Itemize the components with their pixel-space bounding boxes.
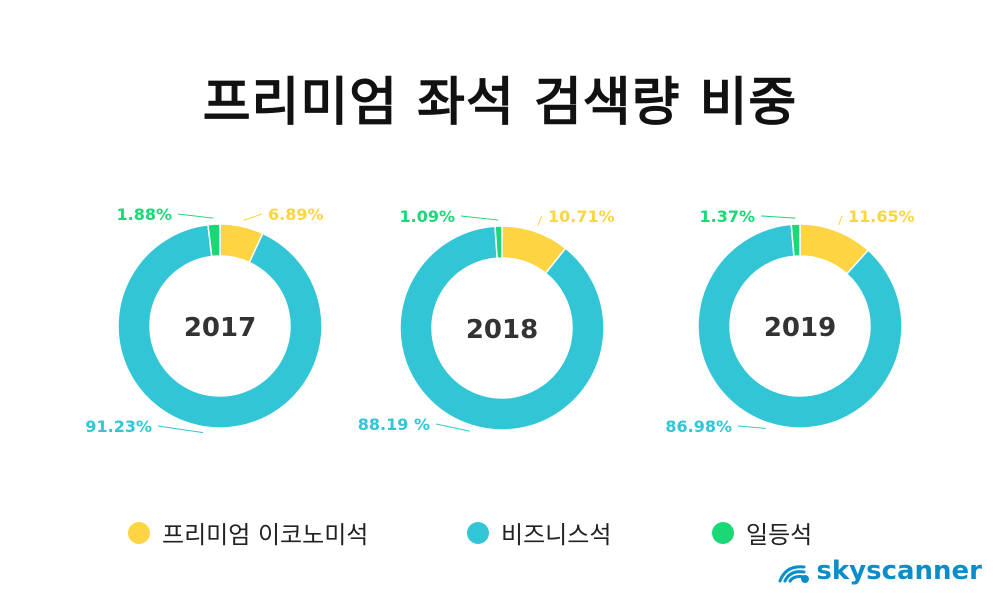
chart-title: 프리미엄 좌석 검색량 비중 [202, 73, 798, 133]
slice-label-2019-2: 1.37% [699, 207, 755, 226]
leader-line-2018-2 [460, 215, 499, 221]
legend-swatch-business [467, 521, 489, 544]
slice-label-2017-0: 6.89% [268, 205, 324, 224]
legend-item-premium-economy: 프리미엄 이코노미석 [128, 515, 368, 550]
brand-name: skyscanner [816, 556, 982, 586]
center-label-2018: 2018 [466, 315, 538, 345]
slice-2018-2 [494, 225, 503, 259]
leader-line-2019-1 [737, 425, 766, 429]
leader-line-2019-2 [760, 215, 796, 219]
leader-line-2018-0 [537, 215, 543, 227]
slice-2017-2 [207, 223, 221, 258]
slice-label-2017-1: 91.23% [85, 417, 152, 436]
center-label-2019: 2019 [764, 313, 836, 343]
leader-line-2017-1 [157, 425, 204, 434]
skyscanner-logo: skyscanner [776, 556, 982, 586]
legend-item-business: 비즈니스석 [467, 515, 611, 550]
leader-line-2017-2 [177, 213, 214, 219]
slice-2018-1 [399, 225, 605, 431]
slice-label-2018-0: 10.71% [548, 207, 615, 226]
center-label-2017: 2017 [184, 313, 256, 343]
leader-line-2019-0 [838, 215, 843, 226]
slice-label-2018-1: 88.19 % [358, 415, 430, 434]
slice-label-2018-2: 1.09% [399, 207, 455, 226]
legend-label-business: 비즈니스석 [501, 521, 612, 549]
legend-item-first: 일등석 [712, 515, 812, 550]
legend-label-premium-economy: 프리미엄 이코노미석 [162, 521, 369, 549]
skyscanner-cloud-icon [778, 565, 810, 583]
slice-label-2017-2: 1.88% [116, 205, 172, 224]
leader-line-2017-0 [243, 213, 263, 221]
slice-2019-2 [790, 223, 801, 258]
slice-2017-1 [117, 223, 323, 429]
slice-2019-1 [697, 223, 903, 429]
leader-line-2018-1 [435, 423, 470, 432]
slice-label-2019-1: 86.98% [665, 417, 732, 436]
legend-label-first: 일등석 [746, 521, 813, 549]
legend-swatch-premium-economy [128, 521, 150, 544]
slice-label-2019-0: 11.65% [848, 207, 915, 226]
legend-swatch-first [712, 521, 734, 544]
